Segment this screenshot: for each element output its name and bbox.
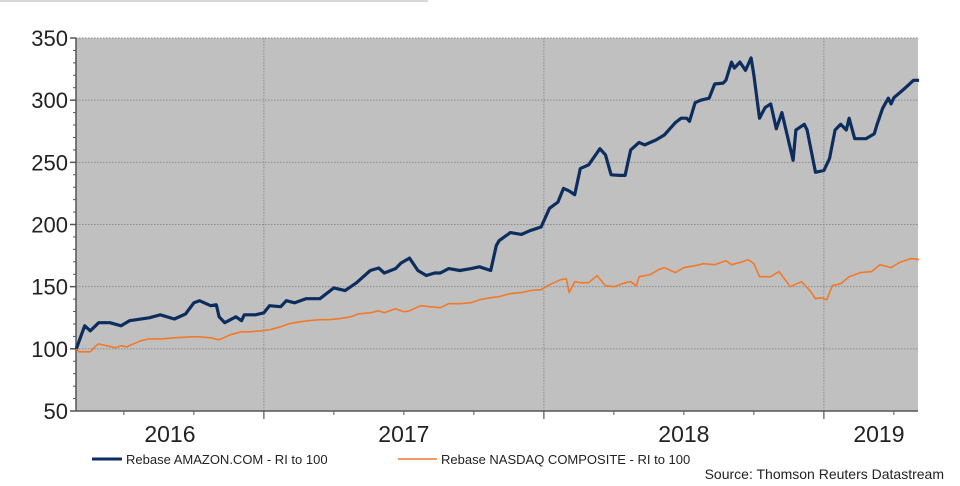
y-tick-label: 200 [31,213,68,238]
legend-label-nasdaq: Rebase NASDAQ COMPOSITE - RI to 100 [441,452,690,467]
legend-label-amazon: Rebase AMAZON.COM - RI to 100 [126,452,328,467]
axes [70,37,918,419]
y-tick-label: 300 [31,88,68,113]
y-tick-labels: 50 100 150 200 250 300 350 [31,26,68,424]
legend: Rebase AMAZON.COM - RI to 100 Rebase NAS… [92,452,690,467]
x-tick-label: 2017 [378,421,429,447]
y-tick-label: 250 [31,150,68,175]
source-note: Source: Thomson Reuters Datastream [705,466,944,481]
series-lines [74,56,920,353]
x-tick-label: 2018 [658,421,709,447]
y-tick-label: 50 [44,399,68,424]
legend-item-nasdaq: Rebase NASDAQ COMPOSITE - RI to 100 [398,452,690,467]
y-tick-label: 100 [31,337,68,362]
x-tick-label: 2019 [853,421,904,447]
series-line-nasdaq [75,257,920,353]
x-tick-label: 2016 [144,421,195,447]
x-tick-labels: 2016 2017 2018 2019 [144,421,904,447]
y-tick-label: 150 [31,275,68,300]
series-line-amazon [74,56,920,350]
legend-item-amazon: Rebase AMAZON.COM - RI to 100 [92,452,328,467]
y-tick-label: 350 [31,26,68,51]
